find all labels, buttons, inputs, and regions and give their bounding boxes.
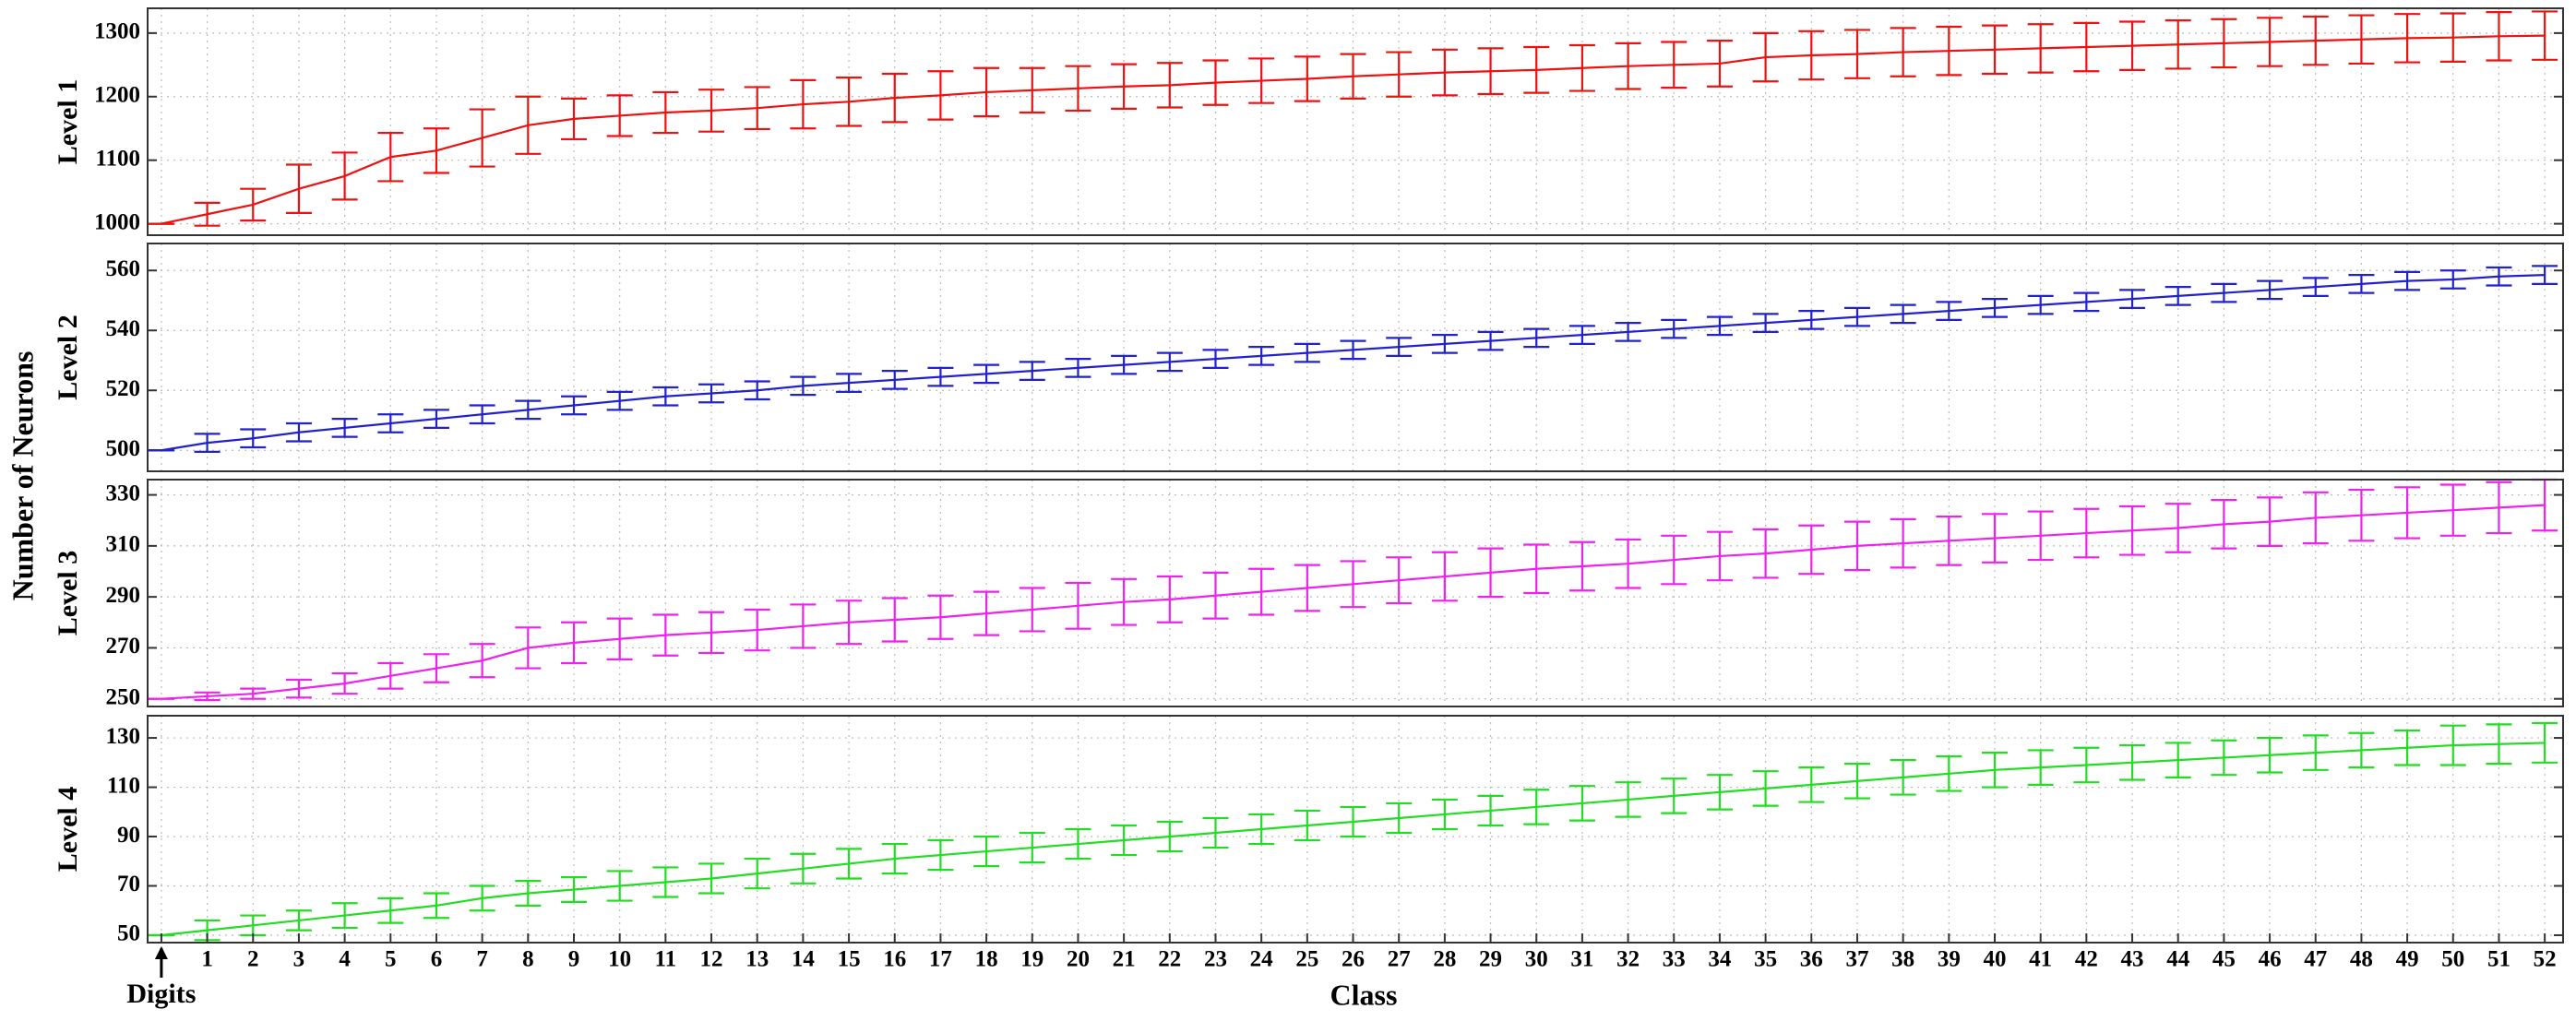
panel-y-label: Level 1	[53, 79, 83, 164]
x-axis-title: Class	[1330, 978, 1398, 1011]
x-tick-label: 26	[1342, 947, 1365, 972]
x-tick-label: 4	[339, 947, 351, 972]
y-tick-label: 310	[106, 532, 141, 557]
y-tick-label: 1000	[94, 209, 140, 234]
x-tick-label: 28	[1433, 947, 1456, 972]
x-tick-label: 5	[385, 947, 397, 972]
mean-line	[161, 504, 2546, 700]
x-tick-label: 13	[745, 947, 769, 972]
x-tick-label: 15	[838, 947, 861, 972]
y-tick-label: 500	[106, 436, 141, 461]
y-tick-label: 560	[106, 256, 141, 281]
x-tick-label: 25	[1295, 947, 1318, 972]
y-tick-label: 250	[106, 684, 141, 709]
x-tick-label: 51	[2487, 947, 2510, 972]
x-tick-label: 30	[1525, 947, 1548, 972]
x-tick-label: 39	[1938, 947, 1961, 972]
x-tick-label: 38	[1891, 947, 1914, 972]
panel-frame	[147, 715, 2564, 944]
x-tick-label: 19	[1020, 947, 1044, 972]
x-tick-label: 50	[2441, 947, 2464, 972]
panel-frame	[147, 243, 2564, 472]
x-tick-label: 45	[2212, 947, 2236, 972]
x-tick-label: Digits	[126, 979, 196, 1009]
y-tick-label: 90	[117, 823, 140, 848]
arrow-head	[154, 946, 168, 959]
x-tick-label: 49	[2396, 947, 2419, 972]
x-tick-label: 27	[1388, 947, 1411, 972]
panel-y-label: Level 3	[53, 551, 83, 635]
x-tick-label: 21	[1113, 947, 1136, 972]
x-tick-label: 43	[2121, 947, 2144, 972]
x-tick-label: 37	[1845, 947, 1868, 972]
panel-y-label: Level 4	[53, 787, 83, 872]
x-tick-label: 3	[293, 947, 305, 972]
y-tick-label: 110	[107, 773, 140, 798]
x-tick-label: 8	[522, 947, 534, 972]
y-tick-label: 270	[106, 634, 141, 659]
x-tick-label: 33	[1663, 947, 1686, 972]
x-tick-label: 6	[431, 947, 443, 972]
x-tick-label: 2	[247, 947, 259, 972]
y-tick-label: 50	[117, 921, 140, 946]
x-tick-label: 32	[1616, 947, 1640, 972]
y-tick-label: 70	[117, 872, 140, 896]
x-tick-label: 36	[1800, 947, 1823, 972]
y-tick-label: 1300	[94, 19, 140, 44]
x-tick-label: 9	[568, 947, 580, 972]
x-tick-label: 14	[792, 947, 816, 972]
x-tick-label: 40	[1984, 947, 2007, 972]
panel-frame	[147, 7, 2564, 236]
mean-line	[161, 742, 2546, 937]
panel-y-label: Level 2	[53, 315, 83, 399]
y-tick-label: 130	[106, 724, 141, 749]
x-tick-label: 29	[1479, 947, 1502, 972]
x-tick-label: 1	[201, 947, 213, 972]
x-tick-label: 16	[883, 947, 906, 972]
x-tick-label: 52	[2534, 947, 2557, 972]
x-tick-label: 35	[1754, 947, 1777, 972]
x-tick-label: 18	[975, 947, 998, 972]
y-axis-title: Number of Neurons	[6, 351, 39, 601]
panel-frame	[147, 479, 2564, 707]
x-tick-label: 44	[2166, 947, 2190, 972]
y-tick-label: 330	[106, 481, 141, 505]
x-tick-label: 24	[1250, 947, 1274, 972]
mean-line	[161, 274, 2546, 452]
x-tick-label: 10	[608, 947, 631, 972]
x-tick-label: 46	[2259, 947, 2282, 972]
x-tick-label: 20	[1067, 947, 1090, 972]
y-tick-label: 540	[106, 316, 141, 341]
x-tick-label: 31	[1570, 947, 1593, 972]
y-tick-label: 1200	[94, 83, 140, 108]
x-tick-label: 41	[2029, 947, 2052, 972]
y-tick-label: 290	[106, 583, 141, 608]
y-tick-label: 520	[106, 376, 141, 401]
x-tick-label: 23	[1204, 947, 1227, 972]
x-tick-label: 7	[476, 947, 488, 972]
x-tick-label: 42	[2075, 947, 2098, 972]
y-tick-label: 1100	[95, 146, 140, 171]
x-tick-label: 12	[700, 947, 723, 972]
x-tick-label: 22	[1158, 947, 1181, 972]
x-tick-label: 11	[655, 947, 677, 972]
x-tick-label: 17	[929, 947, 952, 972]
mean-line	[161, 34, 2546, 225]
x-tick-label: 34	[1708, 947, 1732, 972]
x-tick-label: 48	[2350, 947, 2373, 972]
x-tick-label: 47	[2304, 947, 2327, 972]
